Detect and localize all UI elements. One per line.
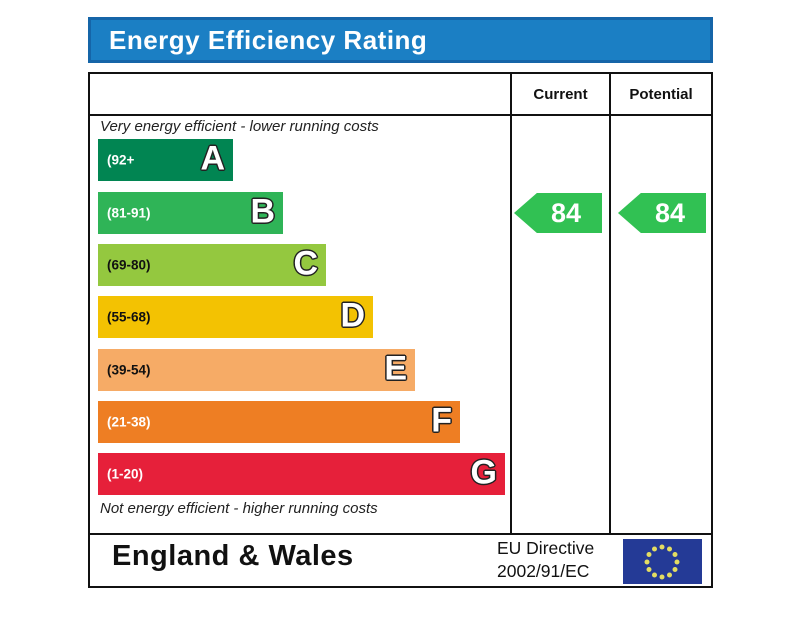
eu-flag-stars bbox=[644, 544, 680, 580]
band-e-range: (39-54) bbox=[107, 362, 151, 378]
eu-flag-icon bbox=[623, 539, 702, 584]
band-d-letter: D bbox=[340, 296, 365, 335]
band-f-bar: (21-38) F bbox=[98, 401, 460, 443]
divider-current-left bbox=[510, 74, 512, 533]
band-b-letter: B bbox=[250, 192, 275, 231]
band-d-bar: (55-68) D bbox=[98, 296, 373, 338]
band-g-letter: G bbox=[470, 453, 497, 492]
band-e-bar: (39-54) E bbox=[98, 349, 415, 391]
band-a-letter: A bbox=[200, 139, 225, 178]
page-title: Energy Efficiency Rating bbox=[109, 24, 428, 55]
potential-rating-arrow: 84 bbox=[618, 193, 706, 233]
band-c-range: (69-80) bbox=[107, 257, 151, 273]
band-e-letter: E bbox=[384, 349, 407, 388]
band-a-range: (92+ bbox=[107, 152, 135, 168]
divider-potential-left bbox=[609, 74, 611, 533]
footer-divider bbox=[90, 533, 711, 535]
bottom-caption: Not energy efficient - higher running co… bbox=[100, 500, 378, 517]
eu-directive-line2: 2002/91/EC bbox=[497, 560, 590, 581]
current-rating-value: 84 bbox=[550, 197, 582, 228]
header-divider bbox=[90, 114, 711, 116]
potential-rating-value: 84 bbox=[654, 197, 686, 228]
column-header-potential: Potential bbox=[629, 85, 693, 103]
band-a-bar: (92+ A bbox=[98, 139, 233, 181]
current-rating-arrow: 84 bbox=[514, 193, 602, 233]
title-bar: Energy Efficiency Rating bbox=[88, 17, 713, 63]
region-label: England & Wales bbox=[112, 540, 354, 572]
eu-directive-line1: EU Directive bbox=[497, 538, 595, 558]
band-c-bar: (69-80) C bbox=[98, 244, 326, 286]
band-f-range: (21-38) bbox=[107, 414, 151, 430]
eu-directive-label: EU Directive 2002/91/EC bbox=[497, 537, 617, 583]
rating-table: Current Potential Very energy efficient … bbox=[88, 72, 713, 588]
band-c-letter: C bbox=[293, 244, 318, 283]
band-d-range: (55-68) bbox=[107, 309, 151, 325]
band-g-range: (1-20) bbox=[107, 466, 144, 482]
band-b-bar: (81-91) B bbox=[98, 192, 283, 234]
top-caption: Very energy efficient - lower running co… bbox=[100, 118, 379, 135]
band-b-range: (81-91) bbox=[107, 205, 151, 221]
band-f-letter: F bbox=[431, 401, 452, 440]
band-g-bar: (1-20) G bbox=[98, 453, 505, 495]
column-header-current: Current bbox=[533, 85, 588, 103]
